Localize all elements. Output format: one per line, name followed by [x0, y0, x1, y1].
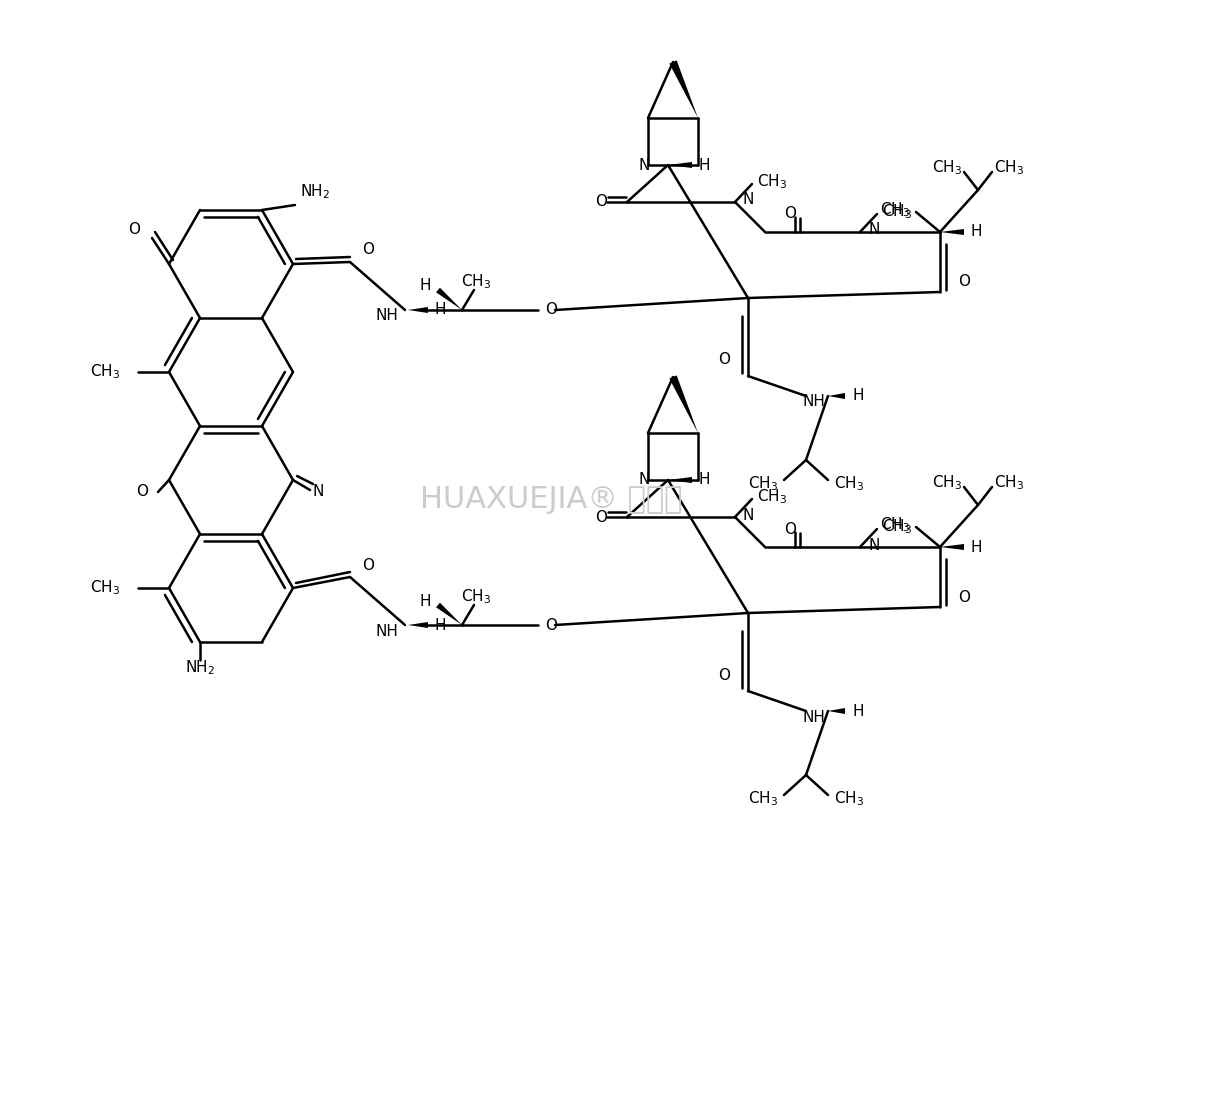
Text: O: O — [596, 510, 606, 525]
Text: O: O — [784, 522, 796, 537]
Text: H: H — [852, 704, 864, 719]
Text: N: N — [743, 507, 754, 523]
Text: H: H — [970, 225, 981, 240]
Text: O: O — [958, 590, 970, 605]
Text: N: N — [743, 193, 754, 207]
Text: CH$_3$: CH$_3$ — [748, 475, 778, 493]
Text: CH$_3$: CH$_3$ — [931, 473, 962, 492]
Text: CH$_3$: CH$_3$ — [879, 201, 910, 219]
Text: O: O — [128, 222, 140, 238]
Polygon shape — [827, 708, 846, 713]
Text: H: H — [698, 472, 709, 488]
Polygon shape — [940, 229, 964, 235]
Text: CH$_3$: CH$_3$ — [994, 159, 1024, 178]
Text: N: N — [869, 222, 879, 238]
Text: CH$_3$: CH$_3$ — [931, 159, 962, 178]
Text: NH: NH — [803, 395, 826, 410]
Text: N: N — [869, 537, 879, 552]
Polygon shape — [408, 623, 428, 628]
Text: H: H — [419, 594, 431, 608]
Text: H: H — [852, 388, 864, 403]
Text: O: O — [545, 302, 557, 318]
Text: NH$_2$: NH$_2$ — [300, 183, 330, 202]
Polygon shape — [940, 544, 964, 550]
Text: CH$_3$: CH$_3$ — [757, 488, 788, 506]
Text: CH$_3$: CH$_3$ — [757, 173, 788, 192]
Text: H: H — [435, 302, 447, 318]
Polygon shape — [668, 477, 692, 483]
Text: CH$_3$: CH$_3$ — [461, 587, 492, 606]
Polygon shape — [408, 307, 428, 313]
Text: O: O — [362, 558, 374, 572]
Text: H: H — [698, 158, 709, 172]
Polygon shape — [827, 393, 846, 399]
Text: CH$_3$: CH$_3$ — [994, 473, 1024, 492]
Text: CH$_3$: CH$_3$ — [89, 363, 120, 381]
Text: O: O — [137, 484, 149, 500]
Text: O: O — [784, 206, 796, 221]
Text: CH$_3$: CH$_3$ — [461, 273, 492, 292]
Text: CH$_3$: CH$_3$ — [882, 517, 912, 536]
Text: O: O — [545, 617, 557, 632]
Text: O: O — [718, 353, 730, 367]
Polygon shape — [668, 162, 692, 168]
Text: O: O — [718, 667, 730, 683]
Polygon shape — [436, 287, 461, 310]
Text: NH$_2$: NH$_2$ — [185, 659, 215, 677]
Text: CH$_3$: CH$_3$ — [748, 789, 778, 809]
Text: N: N — [639, 472, 650, 488]
Text: O: O — [958, 274, 970, 289]
Polygon shape — [669, 375, 698, 433]
Text: NH: NH — [803, 709, 826, 724]
Polygon shape — [436, 603, 461, 625]
Text: CH$_3$: CH$_3$ — [89, 579, 120, 597]
Text: H: H — [435, 617, 447, 632]
Text: O: O — [362, 242, 374, 258]
Text: O: O — [596, 194, 606, 209]
Text: H: H — [970, 539, 981, 555]
Text: CH$_3$: CH$_3$ — [882, 203, 912, 221]
Text: HUAXUEJIA® 化学加: HUAXUEJIA® 化学加 — [420, 486, 683, 514]
Text: CH$_3$: CH$_3$ — [834, 475, 864, 493]
Text: NH: NH — [376, 308, 397, 323]
Text: H: H — [419, 278, 431, 294]
Text: NH: NH — [376, 624, 397, 639]
Text: CH$_3$: CH$_3$ — [879, 515, 910, 535]
Text: N: N — [312, 484, 324, 500]
Polygon shape — [669, 60, 698, 118]
Text: N: N — [639, 158, 650, 172]
Text: CH$_3$: CH$_3$ — [834, 789, 864, 809]
